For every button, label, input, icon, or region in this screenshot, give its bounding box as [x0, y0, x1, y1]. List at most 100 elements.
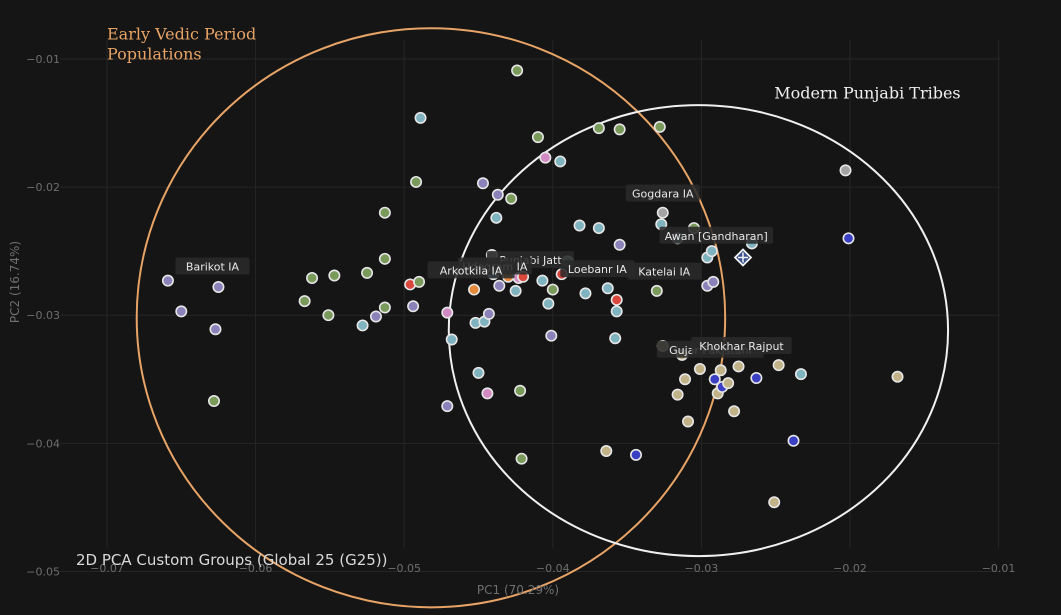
data-point [542, 297, 555, 310]
data-point [546, 283, 559, 296]
data-point [592, 122, 605, 135]
data-point [407, 300, 420, 313]
point-label-box [625, 184, 700, 202]
data-point [441, 400, 454, 413]
data-point [630, 448, 643, 461]
data-point [306, 272, 319, 285]
y-tick-label: −0.02 [26, 181, 60, 194]
data-point [650, 284, 663, 297]
data-point [772, 359, 785, 372]
data-point [356, 319, 369, 332]
data-point [298, 295, 311, 308]
data-point [414, 111, 427, 124]
data-point [539, 151, 552, 164]
y-tick-label: −0.01 [26, 53, 60, 66]
data-point [481, 387, 494, 400]
point-label-box [175, 257, 250, 275]
data-point [842, 232, 855, 245]
data-point [787, 434, 800, 447]
point-label-text: Katelai IA [638, 266, 690, 279]
data-point [707, 275, 720, 288]
data-point [536, 274, 549, 287]
x-tick-label: −0.06 [239, 562, 273, 575]
point-label-box [691, 336, 792, 354]
data-point [613, 238, 626, 251]
x-tick-label: −0.02 [833, 562, 867, 575]
y-tick-label: −0.04 [26, 437, 60, 450]
data-point [693, 362, 706, 375]
data-point [679, 373, 692, 386]
data-point [472, 366, 485, 379]
region-ellipse [447, 104, 950, 558]
data-point [601, 282, 614, 295]
point-label-text: Khokhar Rajput [699, 340, 784, 353]
y-tick-label: −0.05 [26, 565, 60, 578]
point-label-text: Barikot IA [186, 261, 240, 274]
point-label-box [560, 260, 635, 278]
region-ellipses: Early Vedic Period Populations Modern Punj… [107, 25, 961, 609]
x-tick-label: −0.03 [685, 562, 719, 575]
data-point [545, 329, 558, 342]
chart-title: 2D PCA Custom Groups (Global 25 (G25)) [76, 551, 387, 569]
data-point [653, 120, 666, 133]
point-label-box [627, 262, 702, 280]
data-point [600, 444, 613, 457]
data-point [175, 305, 188, 318]
data-point [722, 377, 735, 390]
data-point [482, 307, 495, 320]
data-point [505, 192, 518, 205]
data-point [573, 219, 586, 232]
point-label-text: Loebanr IA [568, 263, 627, 276]
y-tick-label: −0.03 [26, 309, 60, 322]
data-point [476, 177, 489, 190]
region-label: Modern Punjabi Tribes [774, 84, 960, 103]
y-axis-title: PC2 (16.74%) [8, 241, 22, 323]
data-point [468, 283, 481, 296]
region-label: Early Vedic Period Populations [107, 25, 256, 64]
point-label: Gogdara IA [625, 184, 700, 202]
data-point [212, 280, 225, 293]
data-point [613, 123, 626, 136]
data-point [328, 269, 341, 282]
point-label-box [427, 261, 515, 279]
point-label-text: Gogdara IA [632, 187, 694, 200]
data-point [413, 275, 426, 288]
data-point [579, 287, 592, 300]
data-point [656, 206, 669, 219]
data-point [610, 305, 623, 318]
data-point [410, 175, 423, 188]
data-point [491, 188, 504, 201]
data-point [728, 405, 741, 418]
data-point [732, 360, 745, 373]
point-label: Barikot IA [175, 257, 250, 275]
data-point [705, 245, 718, 258]
data-point [514, 384, 527, 397]
point-label-box [659, 226, 774, 244]
point-label-text: Arkotkila IA [440, 264, 503, 277]
data-point [322, 309, 335, 322]
data-point [378, 252, 391, 265]
data-point [708, 373, 721, 386]
grid-lines [60, 40, 1000, 572]
x-tick-label: −0.01 [982, 562, 1016, 575]
data-point [378, 301, 391, 314]
data-point [714, 364, 727, 377]
data-point [794, 368, 807, 381]
x-axis-title: PC1 (70.29%) [477, 583, 559, 597]
data-point [610, 293, 623, 306]
point-label: Loebanr IA [560, 260, 635, 278]
x-tick-label: −0.05 [387, 562, 421, 575]
data-point [891, 370, 904, 383]
data-point [378, 206, 391, 219]
data-point [490, 211, 503, 224]
data-point [361, 266, 374, 279]
region-ellipse [135, 27, 727, 609]
data-point [750, 371, 763, 384]
data-point [839, 164, 852, 177]
point-label: Khokhar Rajput [691, 336, 792, 354]
data-point [207, 395, 220, 408]
point-label: Arkotkila IA [427, 261, 515, 279]
data-point [554, 155, 567, 168]
